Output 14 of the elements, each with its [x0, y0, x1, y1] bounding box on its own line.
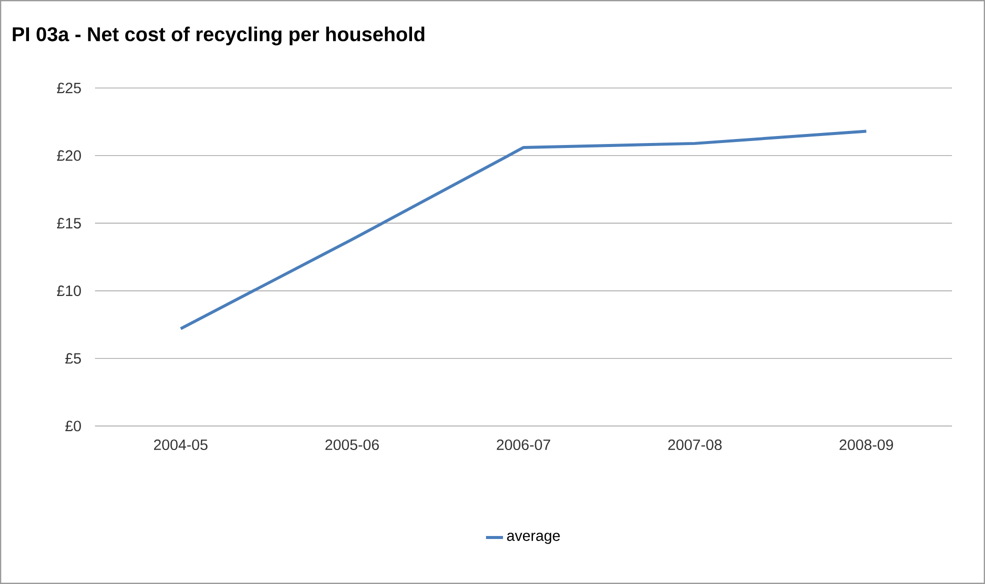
y-tick-label: £25	[57, 82, 81, 94]
legend-label: average	[507, 532, 560, 544]
y-tick-label: £20	[57, 150, 81, 161]
y-tick-label: £5	[65, 353, 81, 364]
x-tick-label: 2004-05	[154, 439, 208, 450]
x-tick-label: 2005-06	[325, 439, 379, 450]
x-tick-label: 2006-07	[496, 439, 550, 450]
y-tick-label: £15	[57, 218, 81, 228]
line-series	[179, 130, 868, 330]
x-tick-label: 2008-09	[840, 439, 893, 450]
y-tick-label: £10	[57, 286, 81, 296]
chart-title: PI 03a - Net cost of recycling per household	[12, 26, 424, 46]
x-tick-label: 2007-08	[668, 439, 722, 450]
y-tick-label: £0	[65, 420, 81, 432]
